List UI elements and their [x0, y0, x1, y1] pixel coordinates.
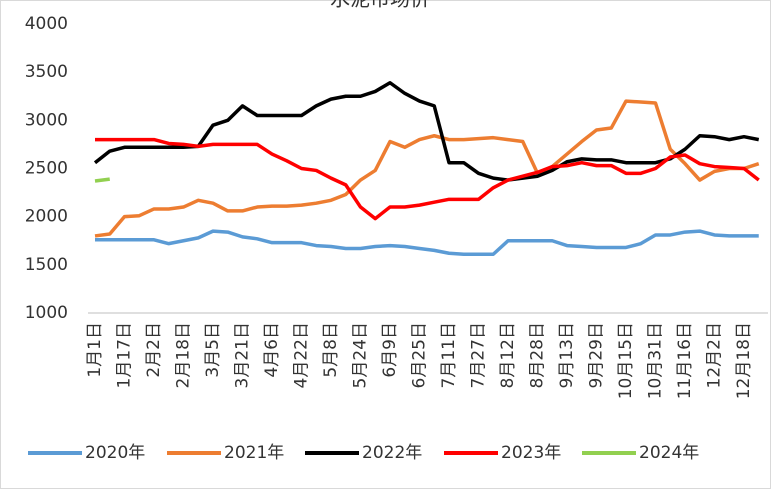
x-tick-label: 6月25日 — [410, 322, 430, 388]
series-line — [94, 99, 760, 238]
x-tick-label: 1月17日 — [115, 322, 135, 388]
x-tick-label: 1月1日 — [85, 322, 105, 378]
series-line — [95, 229, 759, 256]
x-tick-label: 11月16日 — [675, 322, 695, 399]
legend-label: 2021年 — [224, 443, 284, 463]
x-tick-label: 10月15日 — [616, 322, 636, 399]
y-tick-label: 4000 — [25, 14, 68, 34]
series-line — [95, 137, 760, 221]
legend-label: 2022年 — [362, 443, 422, 463]
x-tick-label: 9月13日 — [557, 322, 577, 388]
x-tick-label: 5月8日 — [321, 322, 341, 378]
x-tick-label: 2月2日 — [144, 322, 164, 378]
legend-label: 2020年 — [85, 443, 145, 463]
series-line — [94, 177, 110, 183]
x-tick-label: 2月18日 — [174, 322, 194, 388]
y-tick-label: 1000 — [25, 303, 68, 323]
x-tick-label: 7月27日 — [469, 322, 489, 388]
y-tick-label: 2500 — [25, 159, 68, 179]
series-line — [93, 81, 760, 182]
x-tick-label: 4月22日 — [292, 322, 312, 388]
chart-title: 水泥市场价 — [330, 0, 430, 11]
x-tick-label: 5月24日 — [351, 322, 371, 388]
x-tick-label: 9月29日 — [587, 322, 607, 388]
legend-label: 2023年 — [501, 443, 561, 463]
x-tick-label: 3月5日 — [203, 322, 223, 378]
legend-label: 2024年 — [639, 443, 699, 463]
x-tick-label: 12月2日 — [705, 322, 725, 388]
y-tick-label: 3000 — [25, 110, 68, 130]
x-tick-label: 10月31日 — [646, 322, 666, 399]
y-tick-label: 2000 — [25, 207, 68, 227]
x-tick-label: 7月11日 — [439, 322, 459, 388]
x-tick-label: 6月9日 — [380, 322, 400, 378]
x-tick-label: 8月28日 — [528, 322, 548, 388]
y-tick-label: 3500 — [25, 62, 68, 82]
x-tick-label: 12月18日 — [734, 322, 754, 399]
y-tick-label: 1500 — [25, 255, 68, 275]
x-tick-label: 4月6日 — [262, 322, 282, 378]
x-tick-label: 3月21日 — [233, 322, 253, 388]
x-tick-label: 8月12日 — [498, 322, 518, 388]
